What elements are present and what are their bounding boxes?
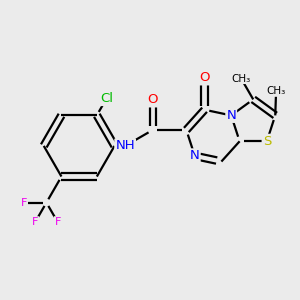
Text: F: F xyxy=(21,198,27,208)
Text: CH₃: CH₃ xyxy=(232,74,251,83)
Text: CH₃: CH₃ xyxy=(266,86,286,96)
Text: O: O xyxy=(148,93,158,106)
Text: F: F xyxy=(32,217,38,227)
Text: Cl: Cl xyxy=(100,92,113,105)
Text: N: N xyxy=(190,149,200,162)
Text: F: F xyxy=(55,217,61,227)
Text: N: N xyxy=(226,109,236,122)
Text: S: S xyxy=(263,135,271,148)
Text: NH: NH xyxy=(115,140,135,152)
Text: O: O xyxy=(199,71,210,84)
